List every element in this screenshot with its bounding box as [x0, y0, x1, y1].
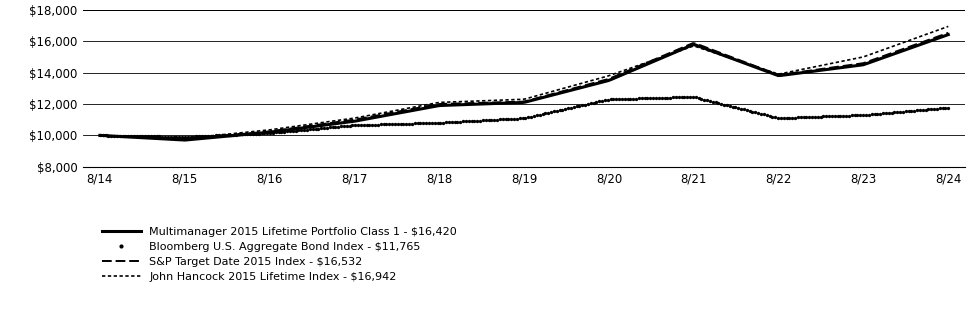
- Legend: Multimanager 2015 Lifetime Portfolio Class 1 - $16,420, Bloomberg U.S. Aggregate: Multimanager 2015 Lifetime Portfolio Cla…: [98, 223, 462, 286]
